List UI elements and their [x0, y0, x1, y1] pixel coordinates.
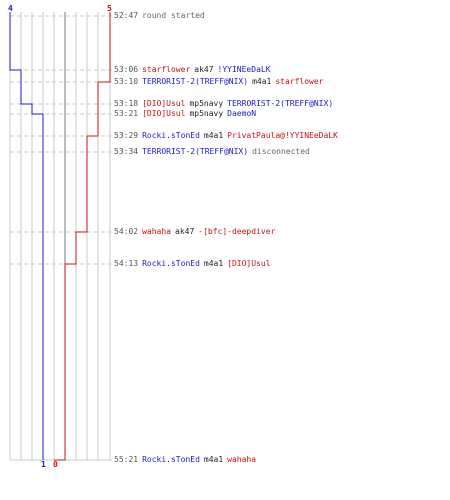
event-row: 53:21 [DIO]Usul mp5navy DaemoN: [114, 109, 260, 119]
blue-start-count: 4: [8, 4, 13, 13]
blue-end-count: 1: [41, 460, 46, 469]
event-text: m4a1: [203, 131, 224, 140]
event-row: 55:21 Rocki.sTonEd m4a1 wahaha: [114, 455, 260, 465]
red-start-count: 5: [107, 4, 112, 13]
event-row: 53:18 [DIO]Usul mp5navy TERRORIST-2(TREFF@N…: [114, 99, 337, 109]
event-time: 53:21: [114, 109, 139, 118]
event-text: mp5navy: [189, 109, 224, 118]
event-text: TERRORIST-2(TREFF@NIX): [227, 99, 334, 108]
event-text: [DIO]Usul: [142, 109, 186, 118]
event-text: ak47: [194, 65, 214, 74]
event-row: 52:47 round started: [114, 11, 209, 21]
event-row: 53:06 starflower ak47 !YYINEeDaLK: [114, 65, 275, 75]
event-text: wahaha: [142, 227, 171, 236]
event-text: -[bfc]-deepdiver: [198, 227, 276, 236]
event-row: 53:34 TERRORIST-2(TREFF@NIX) disconnected: [114, 147, 314, 157]
red-end-count: 0: [53, 460, 58, 469]
event-text: PrivatPaula@!YYINEeDaLK: [227, 131, 338, 140]
event-time: 53:34: [114, 147, 139, 156]
event-row: 53:10 TERRORIST-2(TREFF@NIX) m4a1 starflowe…: [114, 77, 328, 87]
event-time: 53:18: [114, 99, 139, 108]
event-text: ak47: [175, 227, 195, 236]
event-row: 54:02 wahaha ak47 -[bfc]-deepdiver: [114, 227, 279, 237]
event-text: DaemoN: [227, 109, 257, 118]
event-time: 53:10: [114, 77, 139, 86]
chart-event-lines: [10, 15, 112, 461]
event-text: Rocki.sTonEd: [142, 455, 200, 464]
red-team-series-line: [54, 12, 111, 461]
event-text: mp5navy: [189, 99, 224, 108]
event-text: disconnected: [252, 147, 310, 156]
event-text: TERRORIST-2(TREFF@NIX): [142, 77, 249, 86]
event-text: [DIO]Usul: [227, 259, 271, 268]
event-time: 53:29: [114, 131, 139, 140]
blue-team-series-line: [9, 12, 44, 460]
event-text: Rocki.sTonEd: [142, 259, 200, 268]
event-text: TERRORIST-2(TREFF@NIX): [142, 147, 249, 156]
event-time: 53:06: [114, 65, 139, 74]
event-time: 52:47: [114, 11, 139, 20]
event-text: starflower: [142, 65, 191, 74]
event-text: starflower: [275, 77, 324, 86]
event-text: round started: [142, 11, 205, 20]
chart-grid-columns: [9, 12, 111, 461]
event-time: 54:13: [114, 259, 139, 268]
event-text: wahaha: [227, 455, 257, 464]
event-text: m4a1: [203, 259, 224, 268]
event-row: 54:13 Rocki.sTonEd m4a1 [DIO]Usul: [114, 259, 275, 269]
event-text: !YYINEeDaLK: [217, 65, 271, 74]
event-text: m4a1: [203, 455, 224, 464]
event-text: [DIO]Usul: [142, 99, 186, 108]
event-time: 55:21: [114, 455, 139, 464]
event-time: 54:02: [114, 227, 139, 236]
event-row: 53:29 Rocki.sTonEd m4a1 PrivatPaula@!YYINEe…: [114, 131, 342, 141]
event-text: m4a1: [252, 77, 272, 86]
event-text: Rocki.sTonEd: [142, 131, 200, 140]
